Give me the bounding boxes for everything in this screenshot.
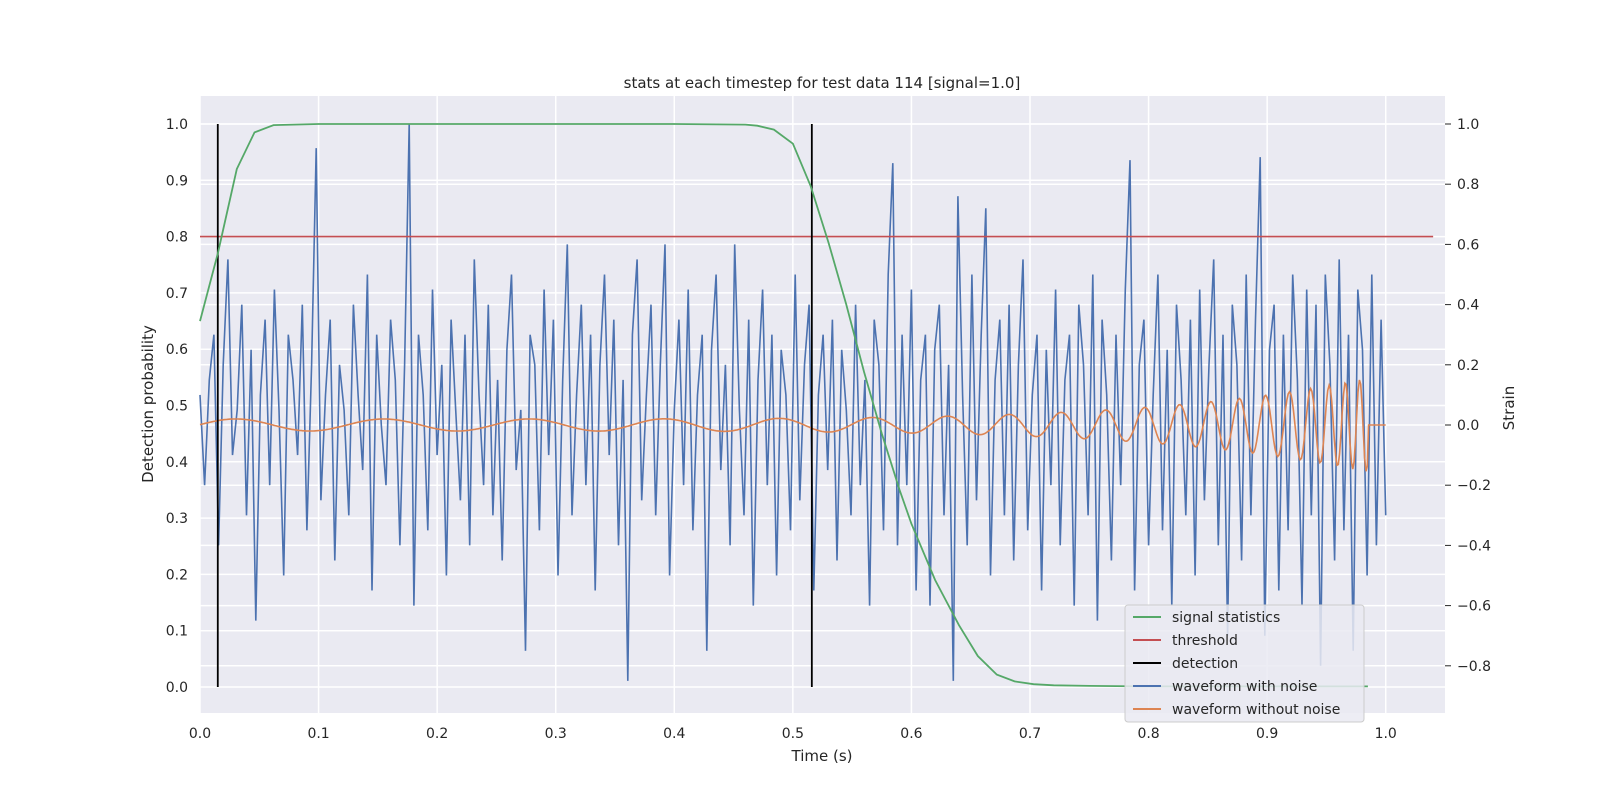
- y-tick-label-right: 0.6: [1457, 237, 1479, 253]
- y-tick-label-left: 1.0: [166, 117, 188, 133]
- y-tick-label-left: 0.2: [166, 567, 188, 583]
- y-tick-label-right: −0.4: [1457, 538, 1491, 554]
- legend-label-detection: detection: [1172, 656, 1238, 672]
- x-tick-label: 0.7: [1019, 726, 1041, 742]
- x-tick-label: 0.9: [1256, 726, 1278, 742]
- y-tick-label-right: 1.0: [1457, 117, 1479, 133]
- x-tick-label: 0.5: [782, 726, 804, 742]
- legend: signal statistics threshold detection wa…: [1124, 604, 1365, 723]
- y-tick-label-left: 0.9: [166, 173, 188, 189]
- y-tick-label-right: 0.0: [1457, 418, 1479, 434]
- legend-label-waveform-without-noise: waveform without noise: [1172, 702, 1340, 718]
- legend-label-signal-statistics: signal statistics: [1172, 610, 1280, 626]
- legend-label-waveform-with-noise: waveform with noise: [1172, 679, 1317, 695]
- y-tick-label-left: 0.1: [166, 624, 188, 640]
- x-tick-label: 1.0: [1375, 726, 1397, 742]
- y-tick-label-right: 0.2: [1457, 358, 1479, 374]
- y-tick-label-left: 0.8: [166, 230, 188, 246]
- x-tick-label: 0.8: [1137, 726, 1159, 742]
- y-tick-label-right: −0.6: [1457, 599, 1491, 615]
- y-tick-label-right: 0.4: [1457, 298, 1479, 314]
- x-tick-label: 0.4: [663, 726, 685, 742]
- y-tick-label-right: −0.2: [1457, 478, 1491, 494]
- series-layer: [199, 123, 1434, 688]
- x-tick-label: 0.0: [189, 726, 211, 742]
- series-waveform-without-noise: [199, 379, 1386, 472]
- y-tick-label-left: 0.5: [166, 399, 188, 415]
- y-tick-label-left: 0.0: [166, 680, 188, 696]
- x-tick-label: 0.1: [307, 726, 329, 742]
- legend-box: [1124, 604, 1365, 723]
- y-tick-label-right: −0.8: [1457, 659, 1491, 675]
- y-tick-label-right: 0.8: [1457, 177, 1479, 193]
- y-axis-label-left: Detection probability: [139, 325, 157, 483]
- x-tick-label: 0.3: [545, 726, 567, 742]
- x-axis-label: Time (s): [791, 747, 853, 765]
- y-tick-label-left: 0.6: [166, 342, 188, 358]
- series-waveform-with-noise: [199, 123, 1387, 681]
- y-tick-label-left: 0.3: [166, 511, 188, 527]
- x-tick-label: 0.6: [900, 726, 922, 742]
- x-tick-label: 0.2: [426, 726, 448, 742]
- legend-label-threshold: threshold: [1172, 633, 1238, 649]
- y-tick-label-left: 0.4: [166, 455, 188, 471]
- y-tick-label-left: 0.7: [166, 286, 188, 302]
- chart-title: stats at each timestep for test data 114…: [624, 74, 1021, 92]
- y-axis-label-right: Strain: [1500, 386, 1518, 430]
- ticks: 0.0 0.1 0.2 0.3 0.4 0.5 0.6 0.7 0.8 0.9 1.0 0.0 0.1 0…: [166, 117, 1491, 742]
- series-signal-statistics: [199, 123, 1368, 688]
